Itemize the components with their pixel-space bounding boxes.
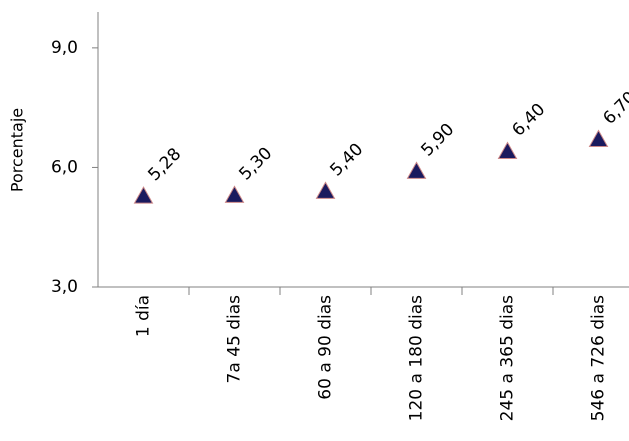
marker [406, 161, 427, 179]
value-label: 5,90 [417, 120, 458, 161]
x-tick-label: 120 a 180 dias [407, 295, 427, 421]
marker [588, 129, 609, 148]
value-label: 5,40 [326, 140, 367, 181]
x-tick-label: 60 a 90 dias [316, 295, 336, 400]
y-tick-label: 9,0 [51, 38, 78, 58]
value-label: 5,30 [235, 143, 276, 184]
marker [224, 185, 245, 203]
x-tick-label: 546 a 726 dias [589, 295, 609, 421]
y-tick-label: 6,0 [51, 157, 78, 177]
value-label: 6,70 [599, 88, 629, 129]
marker [133, 186, 154, 204]
value-label: 5,28 [144, 144, 185, 185]
x-tick-label: 7a 45 dias [225, 295, 245, 384]
y-axis-title: Porcentaje [8, 108, 27, 192]
value-label: 6,40 [508, 100, 549, 141]
marker [315, 181, 336, 199]
marker [497, 141, 518, 159]
y-tick-label: 3,0 [51, 277, 78, 297]
x-tick-label: 1 día [134, 295, 154, 337]
x-tick-label: 245 a 365 dias [498, 295, 518, 421]
